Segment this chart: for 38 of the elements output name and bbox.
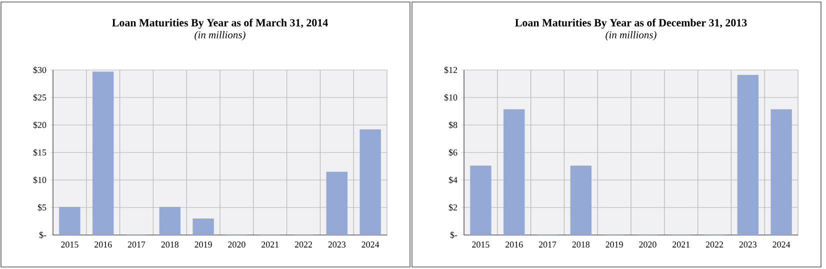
chart-title: Loan Maturities By Year as of December 31, 2013 bbox=[515, 18, 747, 29]
chart-title: Loan Maturities By Year as of March 31, 2014 bbox=[112, 18, 328, 29]
x-tick-label: 2023 bbox=[739, 242, 757, 248]
x-tick-label: 2019 bbox=[606, 242, 623, 248]
x-tick-label: 2018 bbox=[572, 242, 590, 248]
x-tick-label: 2022 bbox=[706, 242, 723, 248]
x-tick-label: 2017 bbox=[128, 242, 146, 248]
y-tick-label: $12 bbox=[444, 66, 457, 74]
x-tick-label: 2018 bbox=[161, 242, 179, 248]
y-tick-label: $- bbox=[39, 231, 46, 239]
x-tick-label: 2019 bbox=[194, 242, 212, 248]
chart-subtitle: (in millions) bbox=[194, 31, 246, 40]
x-tick-label: 2016 bbox=[506, 242, 523, 248]
y-tick-label: $6 bbox=[448, 148, 458, 156]
x-tick-label: 2024 bbox=[772, 242, 790, 248]
y-tick-label: $10 bbox=[33, 176, 46, 184]
x-tick-label: 2023 bbox=[328, 242, 346, 248]
y-tick-label: $- bbox=[450, 231, 458, 239]
chart-subtitle: (in millions) bbox=[606, 31, 656, 40]
x-tick-label: 2022 bbox=[294, 242, 312, 248]
y-tick-label: $4 bbox=[448, 176, 458, 184]
y-tick-label: $8 bbox=[448, 121, 458, 129]
y-tick-label: $10 bbox=[444, 94, 458, 102]
x-tick-label: 2021 bbox=[262, 242, 279, 248]
y-tick-label: $30 bbox=[33, 66, 46, 74]
x-tick-label: 2015 bbox=[61, 242, 78, 248]
y-tick-label: $15 bbox=[33, 148, 46, 156]
x-tick-label: 2020 bbox=[228, 242, 246, 248]
x-tick-label: 2020 bbox=[639, 242, 656, 248]
y-tick-label: $25 bbox=[33, 94, 46, 102]
y-tick-label: $20 bbox=[33, 121, 46, 129]
x-tick-label: 2016 bbox=[94, 242, 112, 248]
y-tick-label: $2 bbox=[448, 204, 457, 212]
x-tick-label: 2015 bbox=[472, 242, 490, 248]
x-tick-label: 2024 bbox=[362, 242, 380, 248]
x-tick-label: 2017 bbox=[538, 242, 556, 248]
y-tick-label: $5 bbox=[38, 204, 46, 212]
x-tick-label: 2021 bbox=[672, 242, 690, 248]
